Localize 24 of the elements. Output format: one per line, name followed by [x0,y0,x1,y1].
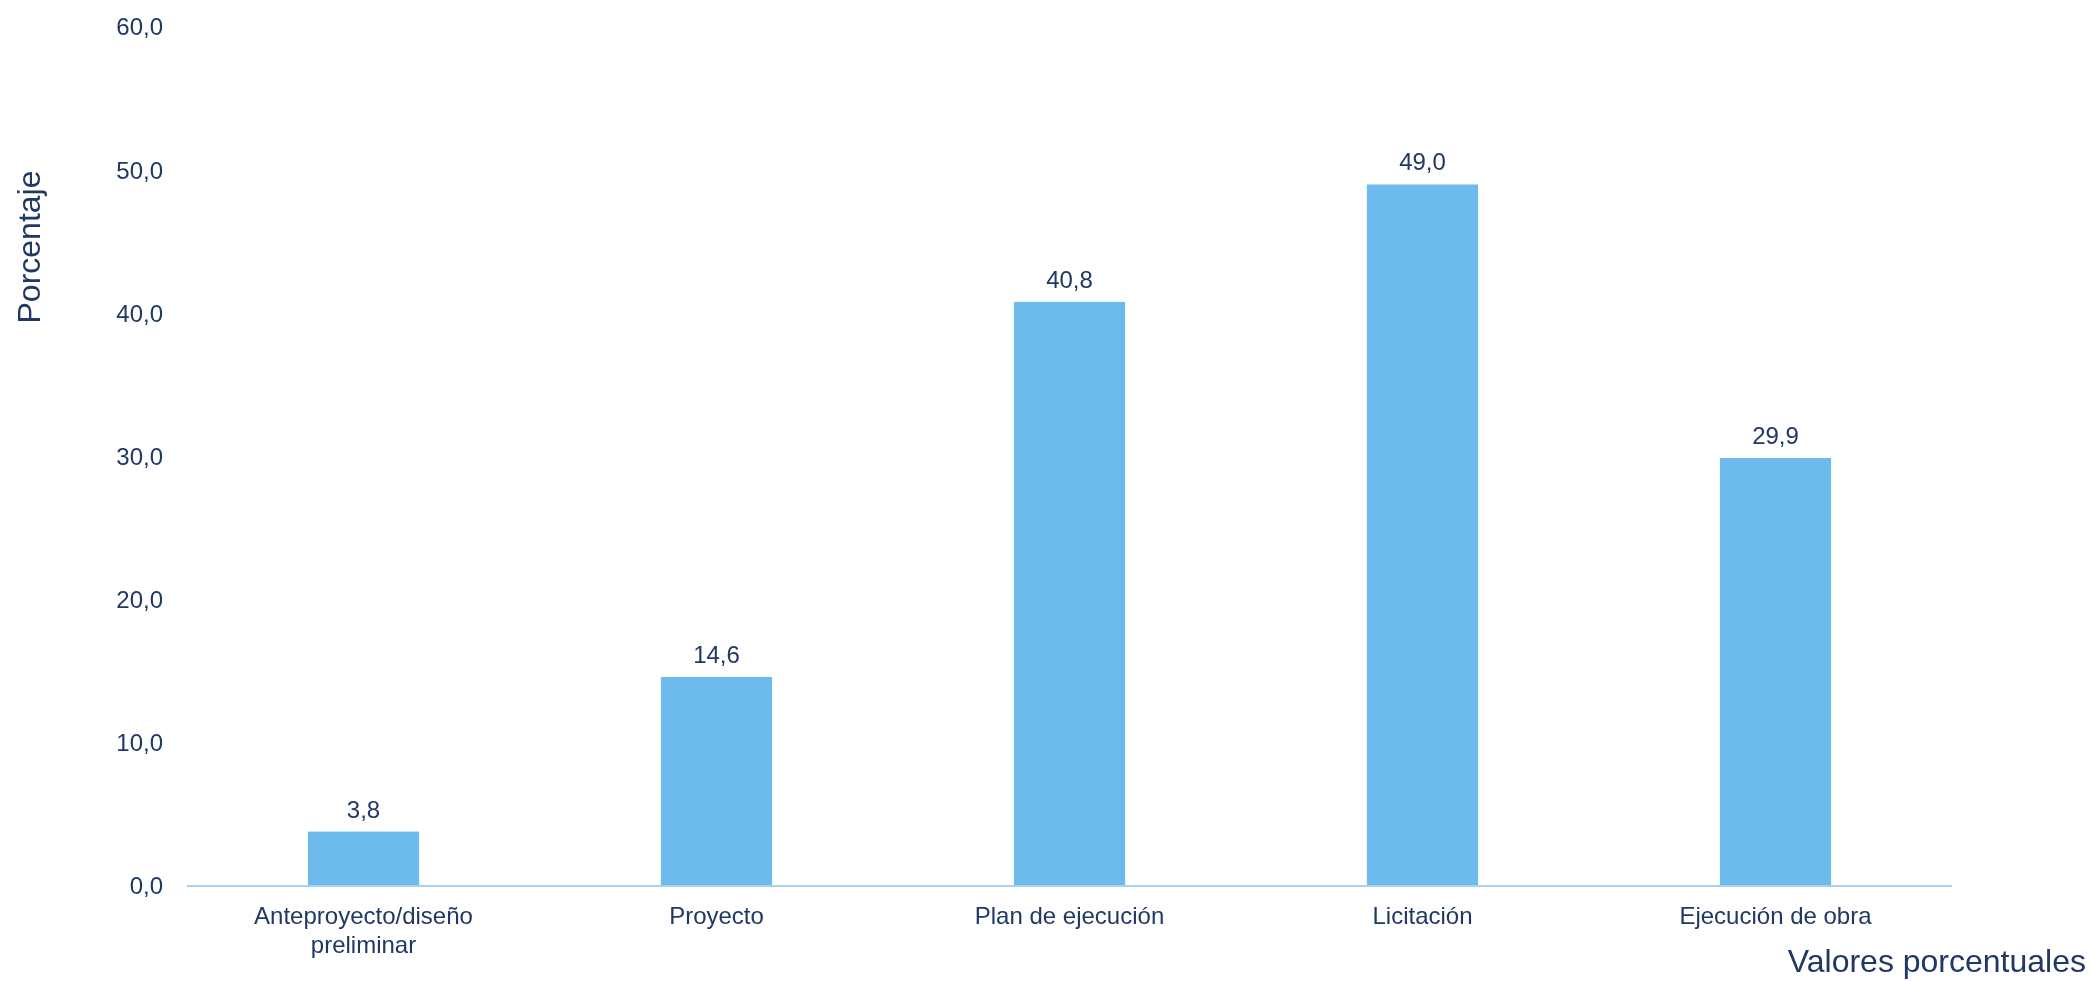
data-label: 3,8 [346,795,381,823]
y-tick-label: 20,0 [116,586,163,614]
x-axis-title: Valores porcentuales [1787,943,2086,979]
x-tick-label: Anteproyecto/diseño preliminar [254,902,473,958]
data-label: 29,9 [1752,421,1799,449]
y-tick-label: 10,0 [116,729,163,757]
data-label: 40,8 [1046,265,1093,293]
y-tick-label: 40,0 [116,299,163,327]
x-tick-label: Ejecución de obra [1679,902,1873,929]
x-tick-label: Plan de ejecución [974,902,1165,929]
y-tick-label: 30,0 [116,442,163,470]
bar [1719,457,1832,886]
bar [1013,301,1126,886]
x-tick-label: Proyecto [669,902,764,929]
bar [307,831,420,886]
y-tick-label: 0,0 [129,872,163,900]
bar [1366,184,1479,886]
y-axis-title: Porcentaje [11,170,47,324]
data-label: 49,0 [1399,148,1446,176]
y-tick-label: 60,0 [116,13,163,41]
bar [660,676,773,886]
x-tick-label: Licitación [1372,902,1473,929]
data-label: 14,6 [693,640,740,668]
y-tick-label: 50,0 [116,156,163,184]
